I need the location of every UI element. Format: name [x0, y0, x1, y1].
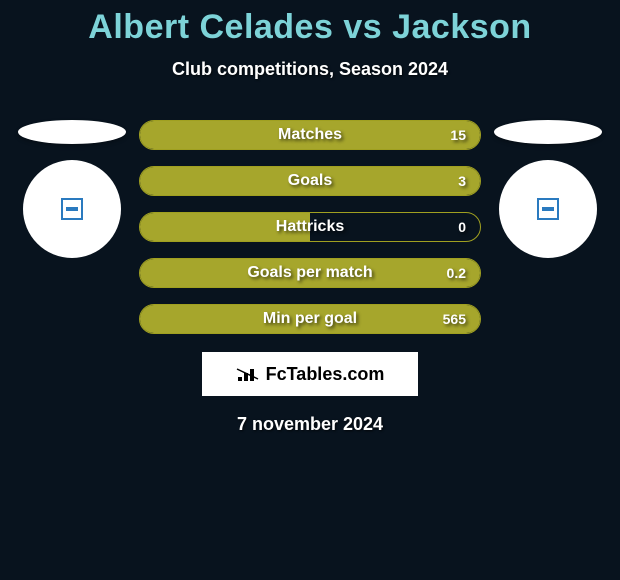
stat-label: Matches: [278, 126, 342, 144]
stats-column: Matches 15 Goals 3 Hattricks 0 Goals per…: [139, 120, 481, 334]
avatar-left: [23, 160, 121, 258]
page-title: Albert Celades vs Jackson: [0, 8, 620, 47]
skill-ellipse-right: [494, 120, 602, 144]
avatar-placeholder-icon: [61, 198, 83, 220]
barchart-icon: [236, 365, 260, 383]
stat-label: Min per goal: [263, 310, 357, 328]
skill-ellipse-left: [18, 120, 126, 144]
page-container: Albert Celades vs Jackson Club competiti…: [0, 0, 620, 435]
stat-bar-goals: Goals 3: [139, 166, 481, 196]
avatar-placeholder-icon: [537, 198, 559, 220]
player-left-column: [17, 120, 127, 258]
player-right-column: [493, 120, 603, 258]
avatar-right: [499, 160, 597, 258]
stat-value: 0.2: [447, 265, 466, 281]
content-row: Matches 15 Goals 3 Hattricks 0 Goals per…: [0, 120, 620, 334]
stat-bar-matches: Matches 15: [139, 120, 481, 150]
stat-label: Goals: [288, 172, 332, 190]
stat-value: 565: [443, 311, 466, 327]
stat-bar-goals-per-match: Goals per match 0.2: [139, 258, 481, 288]
stat-value: 15: [450, 127, 466, 143]
logo-badge[interactable]: FcTables.com: [202, 352, 418, 396]
stat-label: Hattricks: [276, 218, 344, 236]
stat-value: 0: [458, 219, 466, 235]
page-subtitle: Club competitions, Season 2024: [0, 59, 620, 80]
date-text: 7 november 2024: [0, 414, 620, 435]
stat-bar-hattricks: Hattricks 0: [139, 212, 481, 242]
stat-bar-min-per-goal: Min per goal 565: [139, 304, 481, 334]
stat-label: Goals per match: [247, 264, 372, 282]
stat-value: 3: [458, 173, 466, 189]
logo-text: FcTables.com: [266, 364, 385, 385]
